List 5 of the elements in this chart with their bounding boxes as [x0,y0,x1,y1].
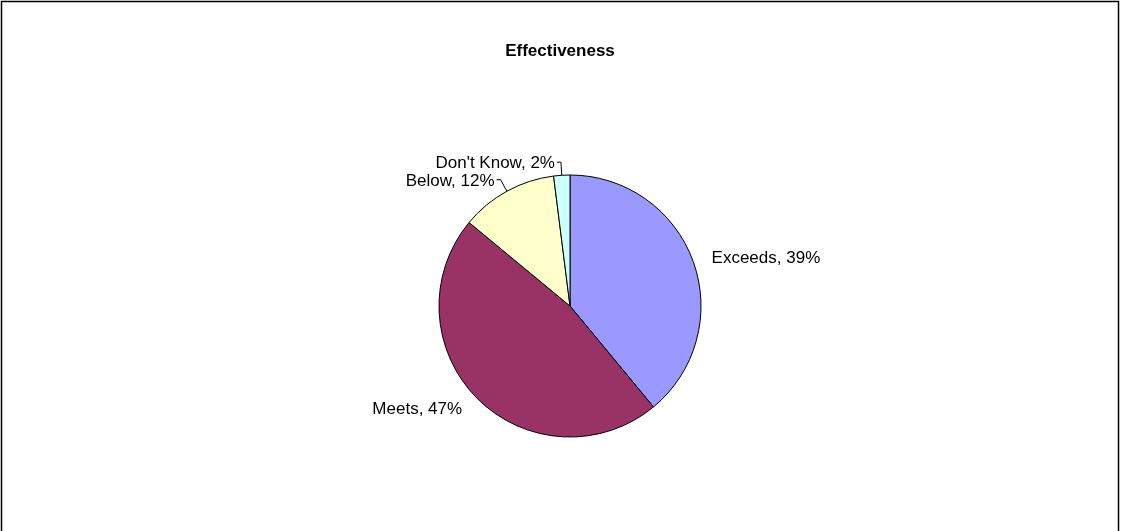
slice-label: Don't Know, 2% [435,153,555,173]
chart-title: Effectiveness [505,41,615,60]
slice-label: Below, 12% [405,170,495,190]
slice-label: Meets, 47% [372,398,463,418]
slice-label: Exceeds, 39% [711,248,821,268]
